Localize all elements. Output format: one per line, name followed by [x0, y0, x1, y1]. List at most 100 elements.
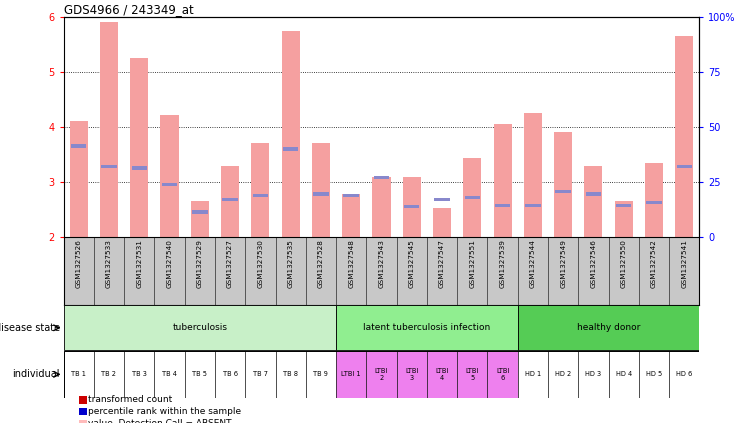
Bar: [342, 194, 361, 237]
Bar: [283, 147, 298, 151]
Text: TB 4: TB 4: [162, 371, 177, 377]
Text: GSM1327550: GSM1327550: [621, 239, 627, 288]
Bar: [71, 145, 87, 148]
Text: GDS4966 / 243349_at: GDS4966 / 243349_at: [64, 3, 193, 16]
Bar: [64, 305, 336, 350]
Bar: [463, 158, 482, 237]
Bar: [457, 351, 488, 398]
Text: HD 1: HD 1: [525, 371, 541, 377]
Bar: [130, 58, 148, 237]
Bar: [669, 351, 699, 398]
Text: TB 6: TB 6: [223, 371, 238, 377]
Bar: [518, 351, 548, 398]
Text: GSM1327542: GSM1327542: [651, 239, 657, 288]
Text: GSM1327549: GSM1327549: [560, 239, 566, 288]
Text: GSM1327545: GSM1327545: [408, 239, 414, 288]
Bar: [373, 178, 390, 237]
Text: HD 6: HD 6: [676, 371, 693, 377]
Text: GSM1327533: GSM1327533: [106, 239, 112, 288]
Bar: [281, 31, 300, 237]
Text: TB 3: TB 3: [132, 371, 147, 377]
Text: HD 5: HD 5: [646, 371, 662, 377]
Bar: [185, 351, 215, 398]
Bar: [275, 351, 306, 398]
Text: latent tuberculosis infection: latent tuberculosis infection: [364, 323, 491, 332]
Bar: [402, 178, 421, 237]
Text: GSM1327548: GSM1327548: [349, 239, 355, 288]
Bar: [251, 143, 269, 237]
Bar: [367, 351, 396, 398]
Text: GSM1327527: GSM1327527: [227, 239, 233, 288]
Bar: [154, 351, 185, 398]
Bar: [343, 194, 359, 197]
Bar: [215, 351, 245, 398]
Text: TB 1: TB 1: [71, 371, 86, 377]
Bar: [609, 351, 639, 398]
Bar: [336, 305, 518, 350]
Bar: [556, 190, 571, 193]
Bar: [427, 351, 457, 398]
Bar: [245, 351, 275, 398]
Text: GSM1327539: GSM1327539: [500, 239, 506, 288]
Text: GSM1327551: GSM1327551: [469, 239, 475, 288]
Bar: [312, 143, 330, 237]
Text: LTBI
5: LTBI 5: [466, 368, 479, 381]
Text: GSM1327528: GSM1327528: [318, 239, 324, 288]
Bar: [100, 22, 118, 237]
Text: GSM1327547: GSM1327547: [439, 239, 445, 288]
Bar: [161, 115, 179, 237]
Bar: [495, 204, 510, 207]
Bar: [124, 351, 154, 398]
Bar: [433, 208, 451, 237]
Bar: [336, 351, 367, 398]
Bar: [584, 167, 602, 237]
Text: TB 5: TB 5: [192, 371, 207, 377]
Bar: [396, 351, 427, 398]
Bar: [374, 176, 389, 179]
Bar: [101, 165, 117, 168]
Bar: [675, 36, 693, 237]
Text: LTBI 1: LTBI 1: [341, 371, 361, 377]
Text: LTBI
2: LTBI 2: [375, 368, 388, 381]
Bar: [191, 201, 209, 237]
Bar: [548, 351, 578, 398]
Text: HD 3: HD 3: [586, 371, 601, 377]
Bar: [518, 305, 699, 350]
Bar: [132, 167, 147, 170]
Bar: [554, 132, 572, 237]
Bar: [221, 167, 239, 237]
Text: disease state: disease state: [0, 323, 60, 333]
Text: LTBI
3: LTBI 3: [405, 368, 418, 381]
Bar: [64, 351, 94, 398]
Text: TB 9: TB 9: [313, 371, 328, 377]
Text: LTBI
4: LTBI 4: [435, 368, 449, 381]
Bar: [253, 194, 268, 197]
Text: TB 7: TB 7: [253, 371, 268, 377]
Text: GSM1327530: GSM1327530: [257, 239, 263, 288]
Bar: [578, 351, 609, 398]
Bar: [616, 204, 631, 207]
Bar: [306, 351, 336, 398]
Bar: [162, 183, 177, 186]
Bar: [645, 163, 663, 237]
Bar: [586, 192, 601, 196]
Bar: [676, 165, 692, 168]
Bar: [525, 204, 541, 207]
Bar: [192, 211, 207, 214]
Bar: [94, 351, 124, 398]
Bar: [435, 198, 450, 201]
Text: LTBI
6: LTBI 6: [496, 368, 509, 381]
Bar: [222, 198, 238, 201]
Text: HD 4: HD 4: [616, 371, 632, 377]
Bar: [494, 124, 512, 237]
Bar: [524, 113, 542, 237]
Text: percentile rank within the sample: percentile rank within the sample: [88, 407, 241, 416]
Text: GSM1327526: GSM1327526: [76, 239, 82, 288]
Text: tuberculosis: tuberculosis: [172, 323, 227, 332]
Bar: [488, 351, 518, 398]
Text: GSM1327544: GSM1327544: [530, 239, 536, 288]
Bar: [639, 351, 669, 398]
Text: TB 8: TB 8: [283, 371, 298, 377]
Bar: [615, 201, 633, 237]
Text: GSM1327540: GSM1327540: [167, 239, 173, 288]
